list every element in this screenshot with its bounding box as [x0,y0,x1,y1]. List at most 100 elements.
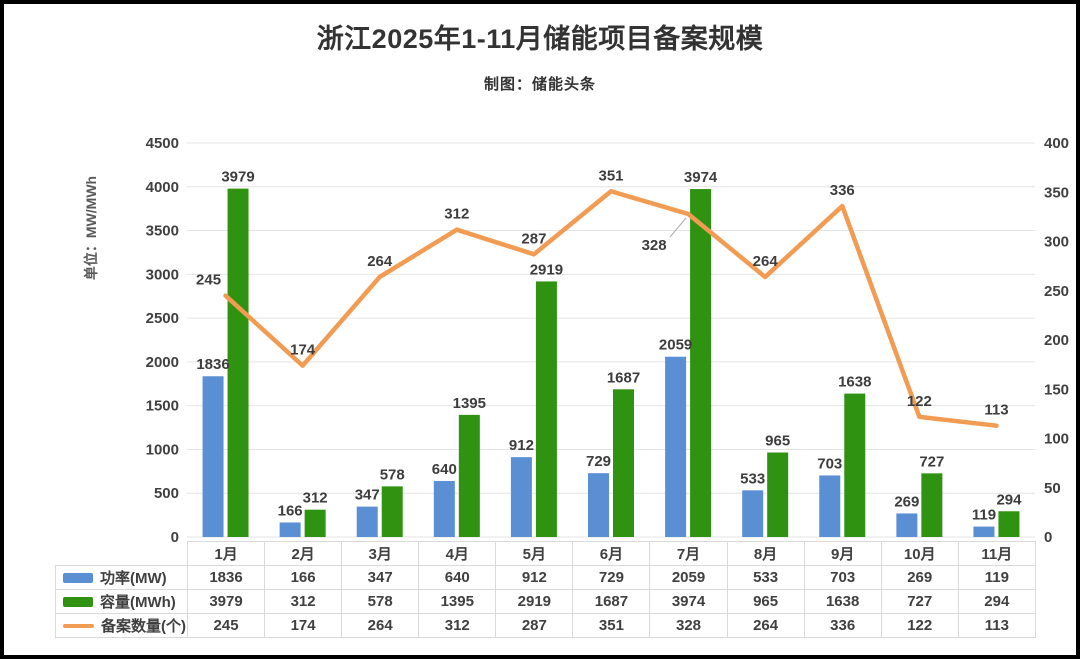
filings-point-label: 287 [521,230,546,247]
month-header-cell: 3月 [341,541,420,566]
power-bar-label: 912 [509,437,534,454]
right-axis-ticks: 0 50 100 150 200 250 300 350 400 [1044,135,1069,546]
month-header-cell: 10月 [880,541,959,566]
capacity-bar-label: 1395 [453,395,486,412]
power-legend-swatch-icon [63,572,93,583]
left-axis-tick: 1000 [146,441,179,458]
left-axis-tick: 0 [171,529,179,546]
capacity-value-cell: 578 [341,589,420,614]
power-value-cell: 166 [264,565,343,590]
filings-value-cell: 245 [186,613,266,638]
power-bar-label: 533 [740,470,765,487]
left-axis-ticks: 0 500 1000 1500 2000 2500 3000 3500 4000 4500 [146,135,179,546]
capacity-bar-label: 2919 [530,261,563,278]
filings-value-cell: 336 [803,613,882,638]
power-bar [973,526,995,537]
legend-cell-filings: 备案数量(个) [55,613,188,638]
legend-cell-capacity: 容量(MWh) [55,589,188,614]
filings-value-cell: 113 [957,613,1036,638]
bar-series [202,188,1020,537]
capacity-bar-label: 1638 [838,374,871,391]
filings-point-label: 174 [290,342,316,359]
month-header-cell: 9月 [803,541,882,566]
power-bar [819,475,841,537]
left-axis-tick: 2500 [146,310,179,327]
power-value-cell: 640 [418,565,497,590]
month-header-cell: 7月 [649,541,728,566]
capacity-value-cell: 727 [880,589,959,614]
power-bar [896,513,918,537]
power-table-row: 功率(MW) 1836 166 347 640 912 729 2059 533 703 269 11… [55,565,1036,590]
capacity-bar-label: 3979 [221,169,254,186]
filings-point-label: 264 [367,253,393,270]
power-bar-label: 640 [432,461,457,478]
power-bar [588,473,609,537]
power-bar [356,506,378,537]
power-value-cell: 912 [495,565,574,590]
power-legend-label: 功率(MW) [100,570,167,587]
month-header-cell: 6月 [572,541,651,566]
capacity-value-cell: 3979 [186,589,266,614]
capacity-value-cell: 965 [726,589,805,614]
power-bar [433,480,455,537]
capacity-legend-swatch-icon [63,596,93,607]
filings-point-label: 336 [830,182,855,199]
capacity-bar [613,389,634,537]
capacity-bar-label: 3974 [684,169,718,186]
month-header-cell: 2月 [264,541,343,566]
filings-point-label: 122 [907,393,932,410]
capacity-value-cell: 312 [264,589,343,614]
data-labels: 1836 166 347 640 912 729 2059 533 703 269 119 3979 3… [196,167,1022,523]
power-value-cell: 269 [880,565,959,590]
power-value-cell: 2059 [649,565,728,590]
filings-point-label: 351 [598,167,623,184]
power-bar-label: 1836 [196,356,229,373]
capacity-bar [458,414,480,537]
right-axis-tick: 0 [1044,529,1052,546]
capacity-bar [304,509,326,537]
capacity-bar [381,486,403,537]
capacity-bar [690,189,712,537]
power-value-cell: 347 [341,565,420,590]
filings-point-label: 264 [753,253,779,270]
capacity-bar-label: 727 [919,453,944,470]
power-bar [742,490,764,537]
capacity-bar-label: 578 [380,466,405,483]
capacity-value-cell: 2919 [495,589,574,614]
power-bar [665,356,687,537]
power-bar [510,457,532,537]
left-axis-tick: 4000 [146,179,179,196]
right-axis-tick: 350 [1044,184,1069,201]
power-bar [202,376,224,537]
month-header-cell: 5月 [495,541,574,566]
power-bar-label: 2059 [659,337,692,354]
power-bar-label: 703 [817,455,842,472]
capacity-table-row: 容量(MWh) 3979 312 578 1395 2919 1687 3974 965 1638… [55,589,1036,614]
capacity-bar-label: 312 [303,490,328,507]
power-bar [279,522,301,537]
capacity-bar [767,452,789,537]
left-axis-tick: 4500 [146,135,179,152]
right-axis-tick: 300 [1044,234,1069,251]
month-header-cell: 1月 [186,541,266,566]
left-axis-tick: 3500 [146,223,179,240]
capacity-bar [535,281,557,537]
left-axis-title: 单位：MW/MWh [83,176,99,280]
capacity-value-cell: 294 [957,589,1036,614]
filings-point-label: 113 [984,402,1008,419]
filings-value-cell: 328 [649,613,728,638]
filings-legend-swatch-icon [63,623,94,628]
month-header-cell: 4月 [418,541,497,566]
capacity-bar-label: 1687 [607,369,640,386]
power-value-cell: 533 [726,565,805,590]
power-value-cell: 703 [803,565,882,590]
gridlines [187,142,1035,538]
month-header-row: 1月 2月 3月 4月 5月 6月 7月 8月 9月 10月 11月 [56,541,1036,566]
left-axis-tick: 3000 [146,266,179,283]
left-axis-tick: 500 [154,485,179,502]
filings-value-cell: 122 [880,613,959,638]
left-axis-tick: 1500 [146,398,179,415]
filings-point-label: 328 [642,237,667,254]
data-table: 1月 2月 3月 4月 5月 6月 7月 8月 9月 10月 11月 功率(MW) 1836 166 347… [55,541,1036,638]
